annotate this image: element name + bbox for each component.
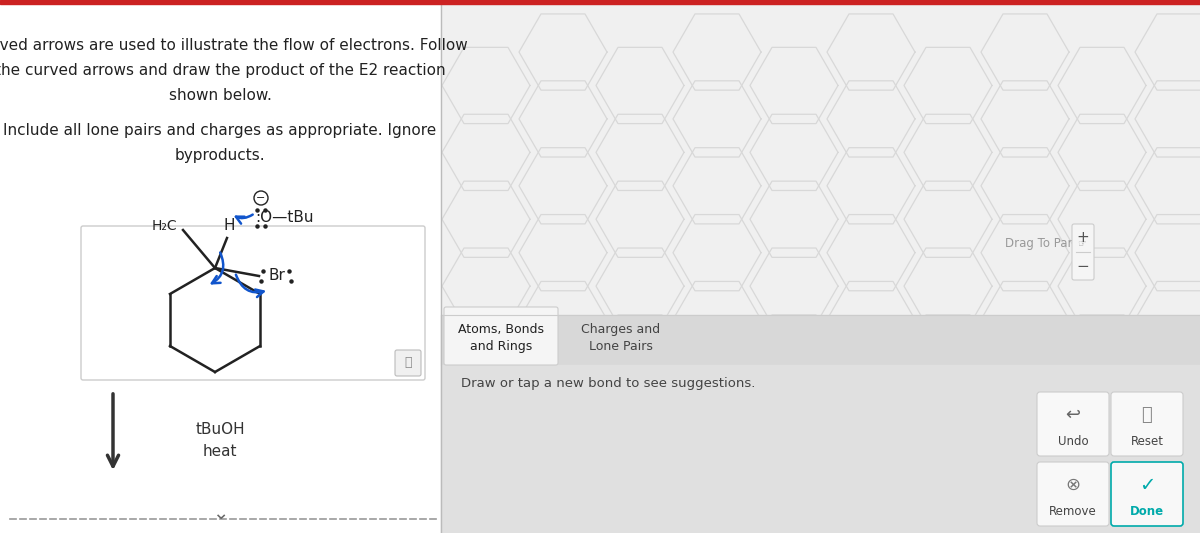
Bar [442,0,1200,533]
Text: ⌕: ⌕ [404,357,412,369]
FancyBboxPatch shape [1037,392,1109,456]
Bar [0,0,1200,4]
Text: Atoms, Bonds
and Rings: Atoms, Bonds and Rings [458,323,544,353]
Text: byproducts.: byproducts. [175,148,265,163]
FancyArrowPatch shape [236,274,264,297]
Bar [442,315,1200,365]
Text: H₂C: H₂C [151,219,178,233]
FancyBboxPatch shape [1072,224,1094,280]
Text: Charges and
Lone Pairs: Charges and Lone Pairs [582,323,660,353]
FancyArrowPatch shape [212,253,223,284]
Text: −: − [257,193,265,203]
Text: tBuOH: tBuOH [196,422,245,437]
Text: Undo: Undo [1057,435,1088,448]
FancyBboxPatch shape [444,307,558,365]
FancyBboxPatch shape [1111,392,1183,456]
Text: H: H [223,219,235,233]
Text: 🗑: 🗑 [1141,406,1152,424]
FancyBboxPatch shape [1111,462,1183,526]
FancyArrowPatch shape [236,215,253,224]
Bar [442,365,1200,533]
Text: Remove: Remove [1049,505,1097,518]
Text: Include all lone pairs and charges as appropriate. Ignore: Include all lone pairs and charges as ap… [4,123,437,138]
Text: Reset: Reset [1130,435,1164,448]
Text: Br: Br [269,269,286,284]
Text: +: + [1076,230,1090,245]
Text: heat: heat [203,443,238,458]
Text: shown below.: shown below. [168,88,271,103]
FancyBboxPatch shape [82,226,425,380]
Text: −: − [1076,259,1090,274]
Text: ✓: ✓ [1139,476,1156,495]
Text: Drag To Pan: Drag To Pan [1006,237,1075,249]
Text: Done: Done [1130,505,1164,518]
FancyBboxPatch shape [395,350,421,376]
Text: ☞: ☞ [1078,239,1086,249]
Text: ↩: ↩ [1066,406,1080,424]
Bar [0,0,442,533]
Text: :O—tBu: :O—tBu [256,211,313,225]
Text: the curved arrows and draw the product of the E2 reaction: the curved arrows and draw the product o… [0,63,445,78]
Text: ⊗: ⊗ [1066,477,1080,494]
Text: ⌄: ⌄ [212,504,228,523]
FancyBboxPatch shape [1037,462,1109,526]
Text: Curved arrows are used to illustrate the flow of electrons. Follow: Curved arrows are used to illustrate the… [0,38,467,53]
Text: Draw or tap a new bond to see suggestions.: Draw or tap a new bond to see suggestion… [461,376,755,390]
